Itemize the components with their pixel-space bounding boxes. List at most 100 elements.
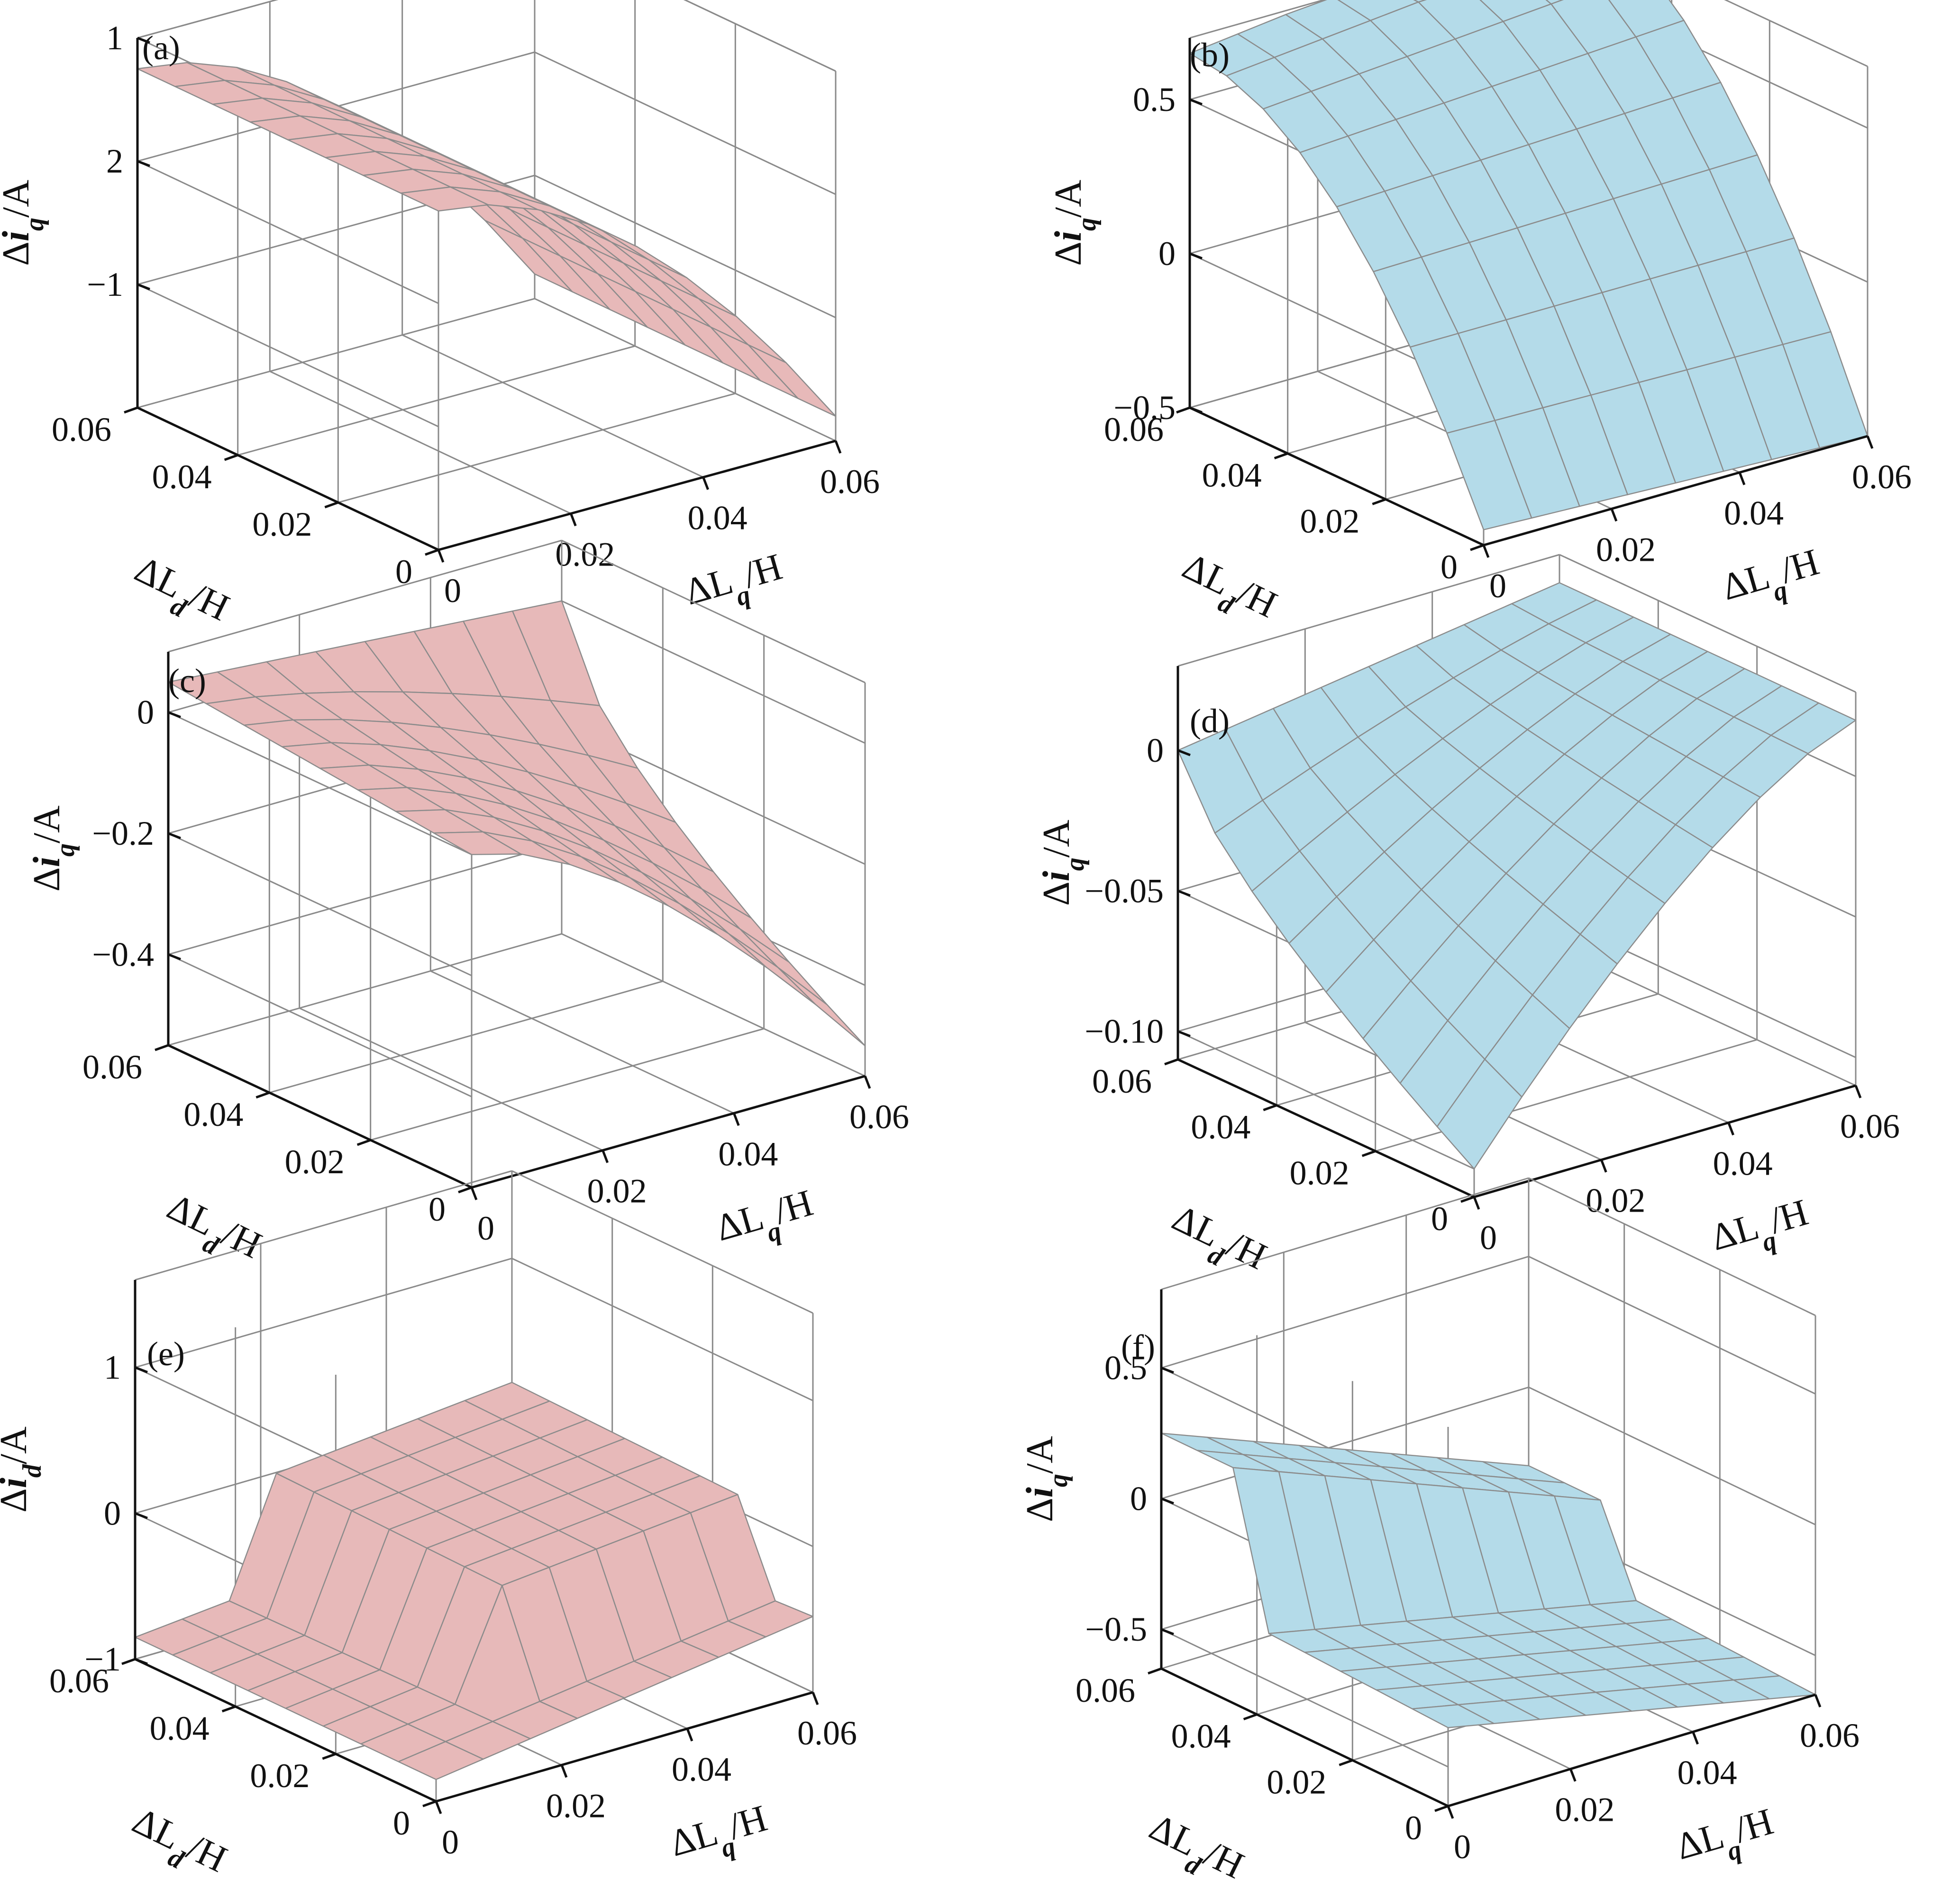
z-tick-mark <box>168 711 181 719</box>
x-tick-label: 0.04 <box>1724 494 1784 532</box>
x-axis-label: ΔLq/H <box>665 1797 775 1876</box>
y-tick-label: 0.04 <box>1171 1717 1231 1755</box>
y-tick-mark <box>1243 1713 1258 1721</box>
x-tick-label: 0.06 <box>1852 458 1912 496</box>
z-tick-label: −1 <box>87 265 123 303</box>
y-axis-label: ΔLd/H <box>1171 545 1283 637</box>
x-tick-mark <box>1866 436 1874 449</box>
backwall-gridline <box>1161 1386 1529 1499</box>
panel-label: (b) <box>1190 36 1230 74</box>
x-tick-label: 0 <box>442 1823 459 1861</box>
z-axis-label: Δiq/A <box>0 180 49 266</box>
z-tick-label: −0.05 <box>1085 872 1164 910</box>
z-tick-label: 1 <box>104 1349 121 1387</box>
y-tick-label: 0.02 <box>1267 1763 1326 1801</box>
z-tick-label: −0.5 <box>1085 1610 1147 1648</box>
y-axis-line <box>137 406 439 551</box>
sidewall-gridline <box>561 539 866 684</box>
z-tick-label: 0 <box>137 694 154 731</box>
leftwall-gridline <box>168 832 472 977</box>
x-axis-line <box>1483 435 1868 547</box>
z-tick-mark <box>1177 889 1191 897</box>
x-axis-line <box>471 1075 866 1189</box>
y-tick-label: 0.02 <box>1300 502 1359 540</box>
x-tick-mark <box>470 1187 478 1200</box>
x-tick-mark <box>1482 545 1490 558</box>
y-axis-line <box>1160 1667 1449 1808</box>
y-tick-label: 0.06 <box>49 1662 109 1700</box>
z-tick-mark <box>168 832 181 840</box>
z-tick-mark <box>1161 1628 1174 1635</box>
sidewall-gridline <box>1724 0 1868 67</box>
y-axis-label: ΔLd/H <box>1138 1806 1250 1890</box>
x-tick-mark <box>1692 1731 1699 1745</box>
y-tick-label: 0.04 <box>183 1096 243 1133</box>
floor-gridline <box>430 970 734 1114</box>
backwall-gridline <box>1161 1177 1529 1290</box>
z-axis-label: Δid/A <box>0 1426 47 1513</box>
z-tick-label: −0.2 <box>92 814 154 852</box>
z-tick-label: 0 <box>1147 731 1164 769</box>
z-tick-mark <box>135 1658 148 1665</box>
sidewall-gridline <box>561 600 866 744</box>
z-tick-mark <box>135 1512 148 1519</box>
x-axis-line <box>436 1691 813 1803</box>
x-tick-mark <box>1738 472 1746 485</box>
y-tick-mark <box>425 548 439 556</box>
y-tick-mark <box>1148 1667 1162 1675</box>
z-axis-label: Δiq/A <box>1019 1436 1073 1522</box>
z-tick-mark <box>1161 1367 1174 1374</box>
panel-label: (d) <box>1190 702 1230 740</box>
z-tick-label: −1 <box>84 1640 121 1678</box>
x-tick-mark <box>1727 1122 1735 1136</box>
z-tick-mark <box>1189 406 1203 414</box>
y-tick-mark <box>458 1186 472 1194</box>
y-tick-mark <box>221 1705 236 1713</box>
leftwall-gridline <box>137 283 439 428</box>
y-tick-label: 0.06 <box>1092 1062 1152 1100</box>
backwall-gridline <box>168 539 562 653</box>
floor-gridline <box>269 370 571 514</box>
floor-gridline <box>168 933 562 1046</box>
z-tick-mark <box>137 283 150 291</box>
x-tick-label: 0.06 <box>1840 1107 1900 1145</box>
panel-d: 00.020.040.0600.020.040.06−0.10−0.050ΔLq… <box>1036 554 1900 1278</box>
y-tick-mark <box>1470 544 1484 551</box>
sidewall-gridline <box>1528 1387 1816 1525</box>
y-tick-label: 0 <box>1440 548 1458 586</box>
sidewall-gridline <box>511 1170 813 1314</box>
y-tick-mark <box>1372 498 1386 505</box>
y-tick-mark <box>356 1139 371 1146</box>
z-axis-label: Δiq/A <box>1036 820 1090 906</box>
floor-gridline <box>237 345 636 456</box>
x-tick-mark <box>435 1801 442 1814</box>
z-axis-label: Δiq/A <box>1048 180 1102 266</box>
backwall-gridline <box>1177 554 1560 667</box>
x-axis-label: ΔLq/H <box>711 1182 821 1261</box>
backwall-gridline <box>137 0 279 39</box>
x-tick-label: 0.06 <box>849 1098 909 1136</box>
sidewall-gridline <box>534 51 836 195</box>
y-tick-label: 0.06 <box>52 411 111 448</box>
backwall-gridline <box>137 0 279 39</box>
y-tick-mark <box>1164 1058 1178 1066</box>
surface-patch <box>728 1600 814 1638</box>
sidewall-gridline <box>534 174 836 319</box>
z-tick-mark <box>135 1366 148 1373</box>
x-axis-label: ΔLq/H <box>1671 1800 1781 1880</box>
y-tick-mark <box>155 1044 169 1051</box>
z-tick-label: 0.5 <box>1104 1349 1147 1387</box>
x-tick-label: 0.02 <box>546 1787 606 1825</box>
x-tick-mark <box>864 1076 871 1089</box>
y-tick-label: 0.04 <box>150 1709 210 1747</box>
y-tick-mark <box>1263 1104 1277 1112</box>
z-tick-mark <box>1161 1497 1174 1505</box>
y-tick-mark <box>422 1800 437 1808</box>
x-tick-mark <box>570 513 577 527</box>
floor-gridline <box>137 298 535 409</box>
y-tick-mark <box>1176 406 1190 414</box>
sidewall-gridline <box>1528 1256 1816 1395</box>
z-tick-mark <box>1177 749 1191 757</box>
z-tick-label: 0 <box>104 1494 121 1532</box>
